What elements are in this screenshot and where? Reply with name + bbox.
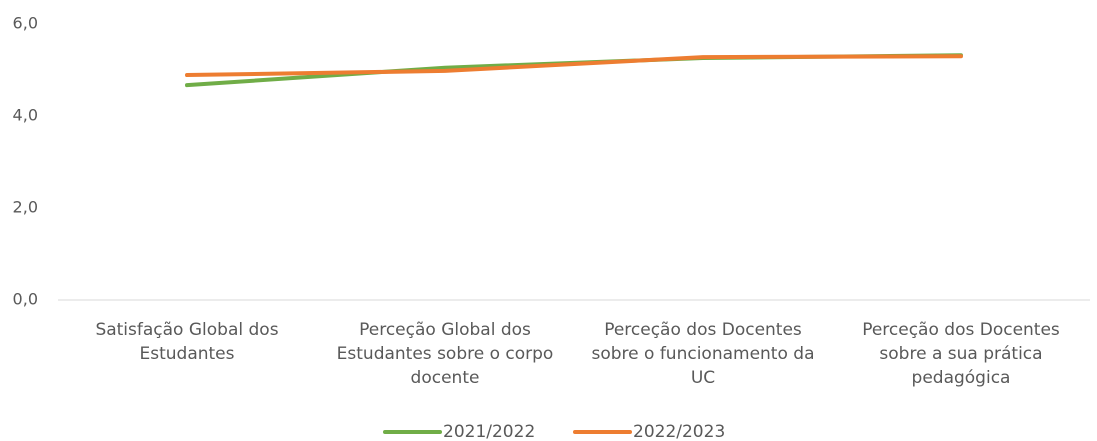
y-tick-label: 4,0 [13, 106, 38, 125]
legend-label: 2022/2023 [633, 422, 725, 441]
series-line [185, 53, 963, 88]
x-tick-label: Satisfação Global dos Estudantes [95, 320, 279, 364]
x-tick-label: Perceção dos Docentes sobre a sua prátic… [862, 320, 1060, 388]
legend-label: 2021/2022 [443, 422, 535, 441]
x-tick-label: Perceção Global dos Estudantes sobre o c… [336, 320, 554, 388]
y-tick-label: 6,0 [13, 14, 38, 33]
x-tick-label: Perceção dos Docentes sobre o funcioname… [591, 320, 815, 388]
y-tick-label: 0,0 [13, 290, 38, 309]
series-line [185, 54, 963, 78]
y-tick-label: 2,0 [13, 198, 38, 217]
